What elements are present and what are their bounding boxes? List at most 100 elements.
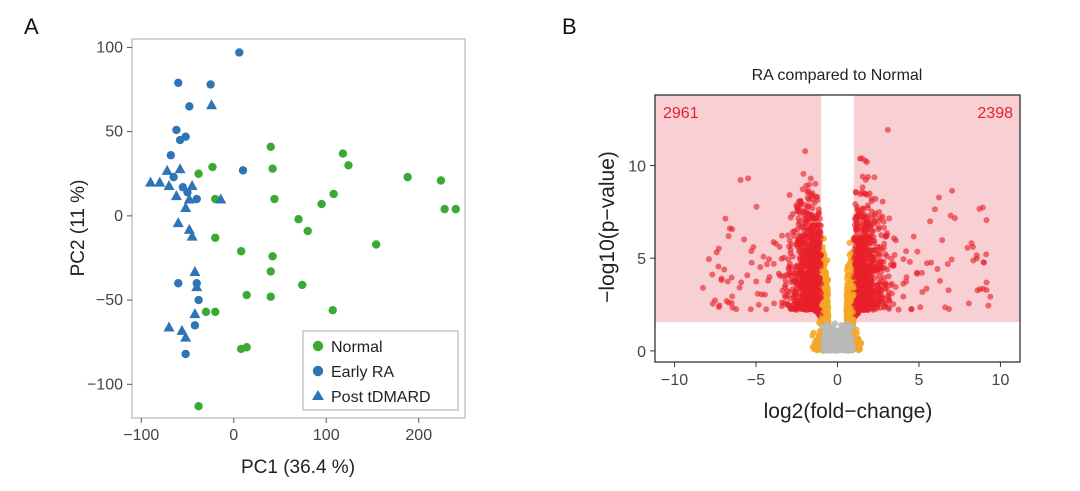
volcano-point <box>875 295 882 302</box>
pca-point-post-tdmard <box>161 164 173 175</box>
volcano-point <box>923 285 930 292</box>
volcano-point <box>900 280 907 287</box>
volcano-point <box>862 267 869 274</box>
volcano-point <box>809 254 816 261</box>
volcano-point <box>825 311 832 318</box>
volcano-point <box>815 246 822 253</box>
pca-y-tick-label: 0 <box>114 208 123 225</box>
volcano-point <box>709 300 716 307</box>
volcano-point <box>917 304 924 311</box>
volcano-point <box>777 272 784 279</box>
volcano-point <box>881 274 888 281</box>
volcano-point <box>781 284 788 291</box>
pca-point-early-ra <box>206 80 215 89</box>
volcano-point <box>771 300 778 307</box>
volcano-point <box>807 248 814 255</box>
volcano-point <box>844 301 851 308</box>
pca-point-early-ra <box>172 125 181 135</box>
pca-point-normal <box>211 307 220 317</box>
volcano-point <box>869 267 876 274</box>
volcano-points <box>699 126 994 354</box>
volcano-point <box>787 250 794 257</box>
volcano-point <box>869 253 876 260</box>
volcano-y-tick-label: 0 <box>637 344 646 361</box>
volcano-point <box>853 264 860 271</box>
pca-point-early-ra <box>185 102 194 111</box>
volcano-point <box>817 294 824 301</box>
volcano-point <box>890 261 897 268</box>
pca-point-post-tdmard <box>206 99 218 110</box>
volcano-point <box>868 208 875 215</box>
volcano-point <box>846 239 853 246</box>
volcano-point <box>910 233 917 240</box>
volcano-point <box>859 246 866 253</box>
volcano-point <box>721 266 728 273</box>
volcano-point <box>772 240 779 247</box>
volcano-point <box>716 302 723 309</box>
volcano-point <box>884 253 891 260</box>
volcano-point <box>808 212 815 219</box>
volcano-point <box>885 292 892 299</box>
volcano-point <box>779 299 786 306</box>
pca-point-early-ra <box>192 194 201 204</box>
volcano-point <box>856 155 863 162</box>
legend-label-post-tdmard: Post tDMARD <box>331 389 431 406</box>
volcano-point <box>804 294 811 301</box>
volcano-point <box>881 240 888 247</box>
volcano-point <box>799 283 806 290</box>
volcano-point <box>900 293 907 300</box>
volcano-point <box>807 175 814 182</box>
volcano-point <box>849 282 856 289</box>
volcano-point <box>892 284 899 291</box>
volcano-point <box>860 275 867 282</box>
volcano-point <box>939 237 946 244</box>
volcano-point <box>831 320 838 327</box>
volcano-point <box>813 212 820 219</box>
volcano-point <box>804 273 811 280</box>
volcano-point <box>914 248 921 255</box>
volcano-point <box>814 307 821 314</box>
volcano-point <box>914 269 921 276</box>
pca-point-normal <box>194 169 203 178</box>
pca-axis-ticks: −100 0 100 200 −100 −50 0 50 100 <box>87 39 432 444</box>
volcano-point <box>840 337 847 344</box>
volcano-x-tick-label: −10 <box>661 372 688 389</box>
pca-point-early-ra <box>169 172 178 182</box>
volcano-point <box>699 284 706 291</box>
volcano-point <box>798 200 805 207</box>
volcano-point <box>860 214 867 221</box>
volcano-x-tick-label: −5 <box>747 372 765 389</box>
volcano-point <box>886 215 893 222</box>
volcano-point <box>864 234 871 241</box>
pca-point-post-tdmard <box>154 176 166 187</box>
volcano-point <box>937 277 944 284</box>
volcano-point <box>798 263 805 270</box>
volcano-point <box>903 274 910 281</box>
pca-point-normal <box>338 149 348 158</box>
legend-box <box>302 330 459 411</box>
volcano-point <box>795 220 802 227</box>
pca-point-normal <box>328 305 337 315</box>
pca-point-post-tdmard <box>176 324 188 335</box>
legend-label-early-ra: Early RA <box>331 364 394 381</box>
volcano-point <box>787 295 794 302</box>
volcano-point <box>807 265 814 272</box>
pca-y-axis-label: PC2 (11 %) <box>68 180 89 277</box>
pca-point-normal <box>194 402 203 411</box>
volcano-point <box>895 306 902 313</box>
volcano-point <box>812 338 819 345</box>
volcano-point <box>871 174 878 181</box>
volcano-point <box>868 292 875 299</box>
volcano-point <box>835 332 842 339</box>
pca-point-early-ra <box>181 132 190 141</box>
volcano-point <box>919 269 926 276</box>
pca-point-normal <box>317 199 326 209</box>
pca-point-early-ra <box>174 279 183 288</box>
pca-point-early-ra <box>194 295 203 305</box>
pca-point-post-tdmard <box>174 163 186 174</box>
volcano-point <box>826 338 833 345</box>
volcano-point <box>846 251 853 258</box>
volcano-point <box>813 299 820 306</box>
volcano-point <box>879 198 886 205</box>
